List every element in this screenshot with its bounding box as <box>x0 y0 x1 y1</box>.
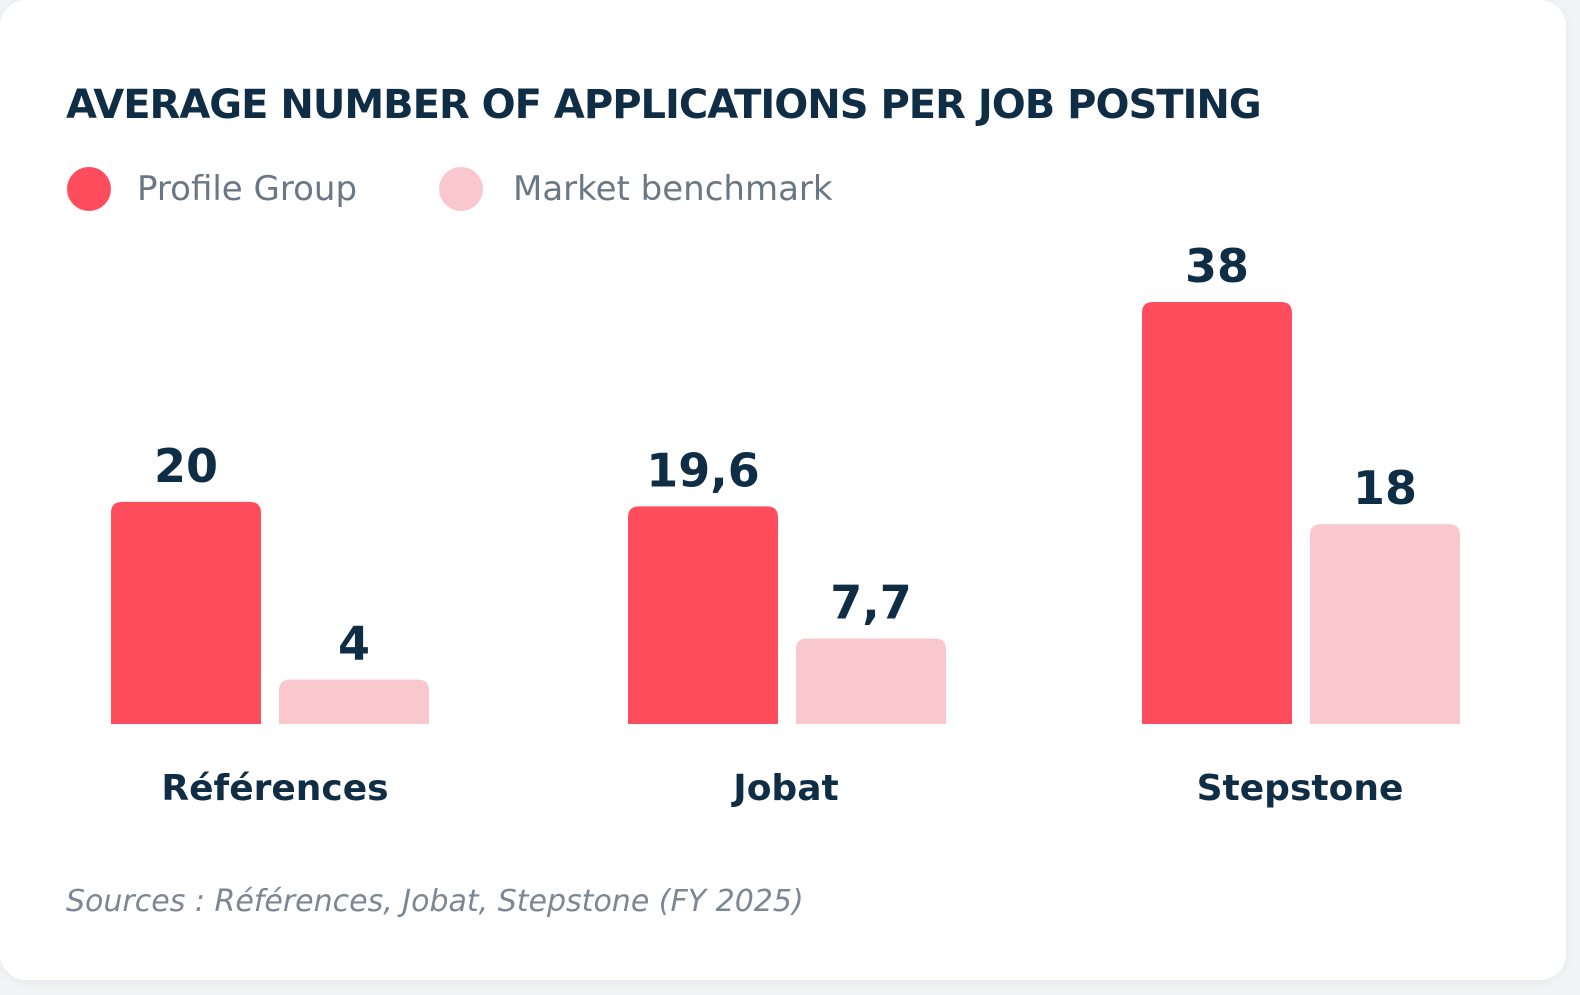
bar-profile-group-references <box>111 501 261 724</box>
bar-chart: 20 4 Références 19,6 7,7 Jobat 38 18 Stepstone <box>111 239 1460 809</box>
legend-item-market-benchmark: Market benchmark <box>439 166 833 212</box>
data-label-profile-group-stepstone: 38 <box>1185 239 1249 293</box>
bar-market-benchmark-stepstone <box>1310 524 1460 724</box>
chart-card: AVERAGE NUMBER OF APPLICATIONS PER JOB P… <box>0 0 1566 980</box>
category-label-stepstone: Stepstone <box>1197 768 1404 809</box>
legend-label-market-benchmark: Market benchmark <box>513 169 833 209</box>
data-label-market-benchmark-jobat: 7,7 <box>830 575 912 629</box>
data-label-market-benchmark-stepstone: 18 <box>1353 461 1417 515</box>
source-note: Sources : Références, Jobat, Stepstone (… <box>66 884 804 919</box>
bar-profile-group-jobat <box>628 506 778 724</box>
legend-item-profile-group: Profile Group <box>67 166 357 212</box>
chart-title: AVERAGE NUMBER OF APPLICATIONS PER JOB P… <box>66 82 1262 128</box>
category-label-jobat: Jobat <box>730 768 838 809</box>
bar-market-benchmark-references <box>279 679 429 724</box>
data-label-market-benchmark-references: 4 <box>338 617 370 671</box>
data-label-profile-group-references: 20 <box>154 439 218 493</box>
data-label-profile-group-jobat: 19,6 <box>646 443 760 497</box>
bar-profile-group-stepstone <box>1142 302 1292 724</box>
bar-market-benchmark-jobat <box>796 638 946 724</box>
legend-swatch-market-benchmark <box>439 167 483 211</box>
category-label-references: Références <box>161 768 388 809</box>
legend-label-profile-group: Profile Group <box>137 169 358 209</box>
legend-swatch-profile-group <box>67 167 111 211</box>
